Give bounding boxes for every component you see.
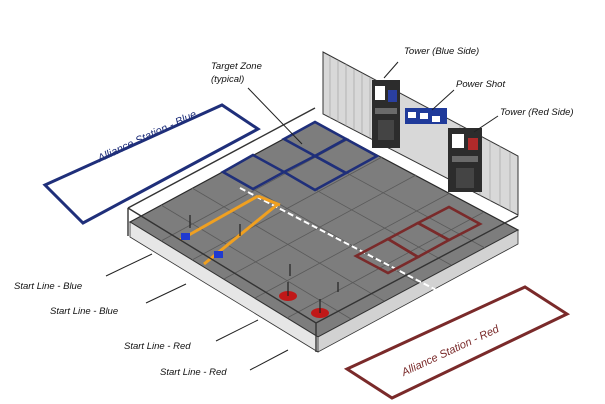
start-marker-blue-2: [214, 251, 223, 258]
launch-line: [239, 187, 441, 293]
start-marker-blue-1: [181, 233, 190, 240]
start-line-blue-label-2: Start Line - Blue: [50, 306, 119, 317]
start-line-red-label-1: Start Line - Red: [124, 341, 191, 352]
tower-red: [448, 128, 482, 192]
start-line-blue-label-1: Start Line - Blue: [14, 281, 83, 292]
alliance-station-red: [343, 285, 571, 400]
field-wall-front-right: [317, 229, 519, 353]
red-rings: [279, 282, 329, 318]
tower-blue: [372, 80, 400, 148]
target-zone-typical-label: (typical): [211, 74, 245, 85]
target-zone-label: Target Zone: [211, 61, 262, 72]
tower-red-label: Tower (Red Side): [500, 107, 574, 118]
wobble-goals: [189, 215, 339, 292]
leader-lines: [105, 61, 499, 371]
power-shot-label: Power Shot: [456, 79, 506, 90]
target-zones-red: [353, 205, 483, 275]
alliance-station-blue: [42, 103, 261, 225]
tower-blue-label: Tower (Blue Side): [404, 46, 480, 57]
target-zones-blue: [220, 120, 380, 192]
power-shot-targets: [405, 108, 447, 124]
start-line-red-label-2: Start Line - Red: [160, 367, 227, 378]
